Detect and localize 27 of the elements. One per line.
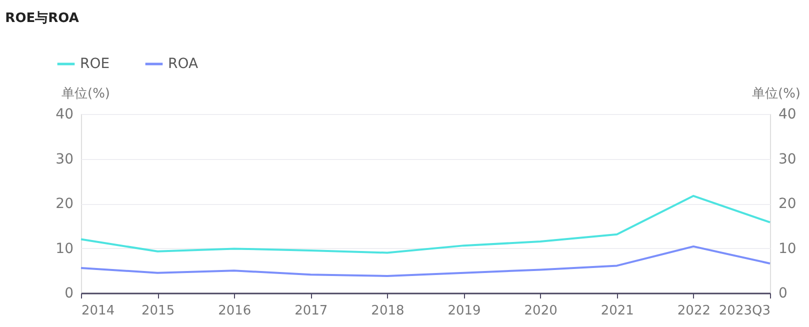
line-series (80, 194, 771, 254)
x-tick-label: 2016 (218, 304, 252, 318)
y2-tick-label: 30 (778, 151, 796, 168)
x-tick-label: 2018 (371, 304, 404, 318)
y-tick-label: 0 (64, 286, 74, 302)
legend-label: ROA (168, 56, 198, 72)
legend-label: ROE (80, 56, 110, 72)
x-tick-label: 2021 (600, 304, 634, 318)
x-tick-label: 2014 (82, 304, 115, 318)
x-tick-label: 2017 (294, 304, 328, 318)
x-tick-label: 2020 (524, 304, 558, 318)
y2-tick-label: 10 (778, 240, 796, 257)
line-series (80, 245, 771, 277)
y2-axis-title: 单位(%) (752, 86, 800, 102)
x-tick-label: 2023Q3 (718, 304, 770, 318)
x-tick-label: 2019 (448, 304, 481, 318)
y-tick-label: 20 (56, 196, 74, 212)
y-tick-label: 30 (56, 151, 74, 168)
y2-tick-label: 40 (778, 106, 796, 122)
y-axis-title: 单位(%) (62, 86, 110, 102)
y-tick-label: 40 (56, 106, 74, 122)
y2-tick-label: 20 (778, 196, 796, 212)
x-tick-label: 2022 (677, 304, 710, 318)
y2-tick-label: 0 (778, 286, 788, 302)
y-tick-label: 10 (56, 240, 74, 257)
x-tick-label: 2015 (142, 304, 175, 318)
chart-title: ROE与ROA (5, 11, 79, 26)
